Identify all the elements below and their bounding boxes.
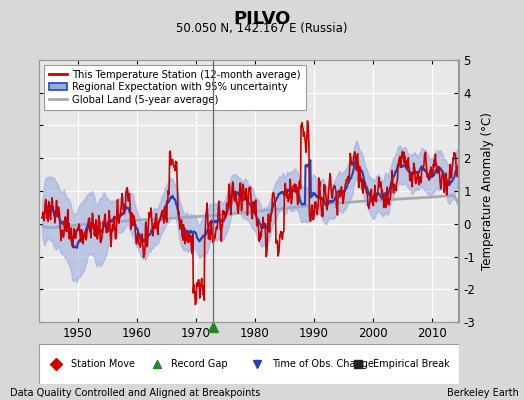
Text: Time of Obs. Change: Time of Obs. Change [272,359,374,369]
Text: Data Quality Controlled and Aligned at Breakpoints: Data Quality Controlled and Aligned at B… [10,388,261,398]
Text: PILVO: PILVO [233,10,291,28]
Text: Record Gap: Record Gap [171,359,228,369]
Text: 50.050 N, 142.167 E (Russia): 50.050 N, 142.167 E (Russia) [176,22,348,35]
Y-axis label: Temperature Anomaly (°C): Temperature Anomaly (°C) [481,112,494,270]
FancyBboxPatch shape [39,344,459,384]
Legend: This Temperature Station (12-month average), Regional Expectation with 95% uncer: This Temperature Station (12-month avera… [45,65,306,110]
Text: Empirical Break: Empirical Break [373,359,449,369]
Text: Berkeley Earth: Berkeley Earth [447,388,519,398]
Text: Station Move: Station Move [71,359,135,369]
